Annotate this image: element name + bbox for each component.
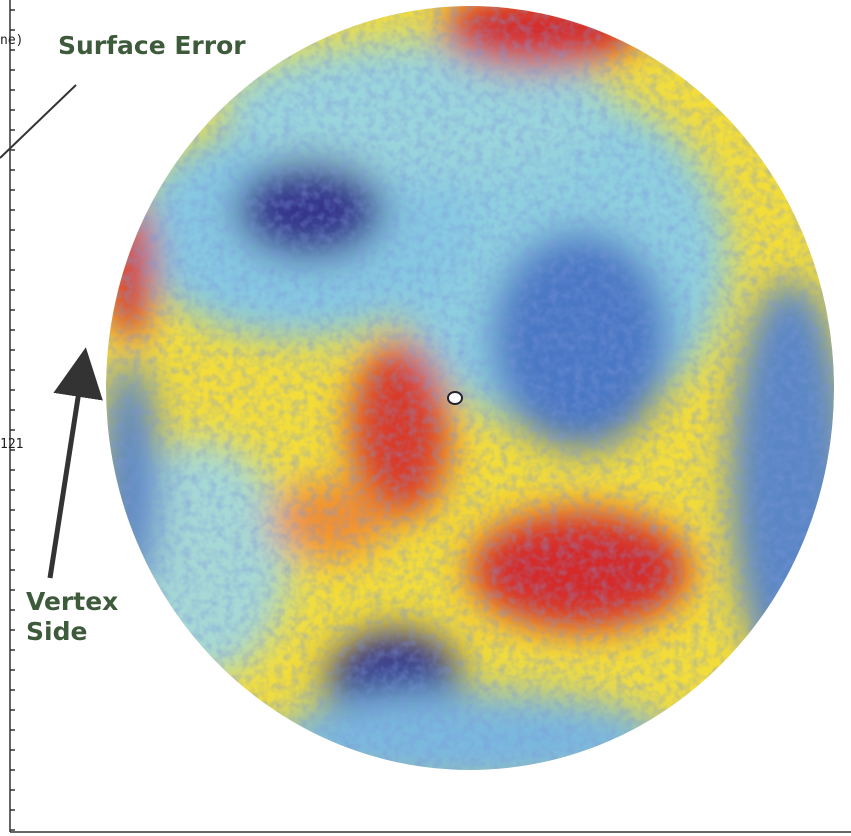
- annotation-arrow: [47, 347, 103, 579]
- tick-label: 121: [0, 437, 23, 452]
- annotation-line: Side: [26, 617, 87, 646]
- frame: [9, 0, 851, 833]
- surface-map: [106, 6, 834, 770]
- cutoff-text: ne): [0, 33, 23, 48]
- title-pointer: [0, 84, 77, 159]
- annotation-line: Vertex: [26, 587, 118, 616]
- title: Surface Error: [58, 31, 246, 60]
